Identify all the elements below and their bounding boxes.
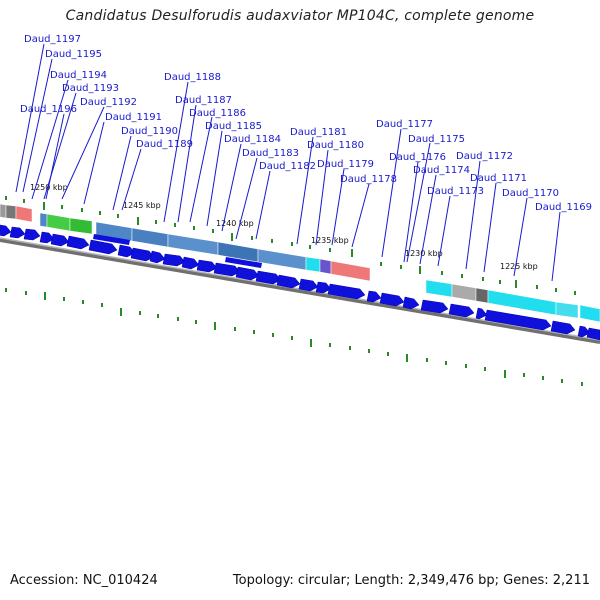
genome-backbone bbox=[0, 237, 600, 344]
gene-label: Daud_1181 bbox=[290, 127, 347, 138]
gene-label: Daud_1186 bbox=[189, 108, 246, 119]
gene-label: Daud_1195 bbox=[45, 49, 102, 60]
gene-label: Daud_1180 bbox=[307, 140, 364, 151]
cog-band bbox=[0, 203, 600, 323]
gene-label: Daud_1194 bbox=[50, 70, 107, 81]
gene-label: Daud_1192 bbox=[80, 97, 137, 108]
gene-labels: Daud_1197 Daud_1195 Daud_1194 Daud_1193 … bbox=[20, 34, 592, 213]
gene-label: Daud_1179 bbox=[317, 159, 374, 170]
gene-label: Daud_1174 bbox=[413, 165, 470, 176]
gene-arrows-outer bbox=[93, 234, 262, 268]
gene-label: Daud_1177 bbox=[376, 119, 433, 130]
gene-label: Daud_1178 bbox=[340, 174, 397, 185]
scale-label: 1225 kbp bbox=[500, 262, 538, 271]
gene-label: Daud_1188 bbox=[164, 72, 221, 83]
gene-label: Daud_1197 bbox=[24, 34, 81, 45]
scale-label: 1235 kbp bbox=[311, 236, 349, 245]
map-title: Candidatus Desulforudis audaxviator MP10… bbox=[65, 8, 535, 24]
gene-label: Daud_1170 bbox=[502, 188, 559, 199]
scale-label: 1240 kbp bbox=[216, 219, 254, 228]
gene-label: Daud_1173 bbox=[427, 186, 484, 197]
gene-label: Daud_1190 bbox=[121, 126, 178, 137]
gene-label: Daud_1169 bbox=[535, 202, 592, 213]
gene-label: Daud_1171 bbox=[470, 173, 527, 184]
gene-label: Daud_1172 bbox=[456, 151, 513, 162]
gene-label: Daud_1185 bbox=[205, 121, 262, 132]
gene-label: Daud_1189 bbox=[136, 139, 193, 150]
gene-label: Daud_1193 bbox=[62, 83, 119, 94]
gene-label: Daud_1176 bbox=[389, 152, 446, 163]
outer-ticks bbox=[5, 196, 576, 295]
gene-leader-lines bbox=[15, 43, 561, 282]
genome-summary-text: Topology: circular; Length: 2,349,476 bp… bbox=[232, 573, 590, 588]
gene-arrows bbox=[0, 224, 600, 341]
gene-label: Daud_1175 bbox=[408, 134, 465, 145]
gene-label: Daud_1196 bbox=[20, 104, 77, 115]
gene-label: Daud_1182 bbox=[259, 161, 316, 172]
inner-ticks bbox=[5, 288, 583, 386]
gene-label: Daud_1183 bbox=[242, 148, 299, 159]
scale-label: 1230 kbp bbox=[405, 249, 443, 258]
scale-label: 1245 kbp bbox=[123, 201, 161, 210]
gene-label: Daud_1191 bbox=[105, 112, 162, 123]
accession-text: Accession: NC_010424 bbox=[10, 573, 158, 588]
gene-label: Daud_1184 bbox=[224, 134, 281, 145]
gene-label: Daud_1187 bbox=[175, 95, 232, 106]
